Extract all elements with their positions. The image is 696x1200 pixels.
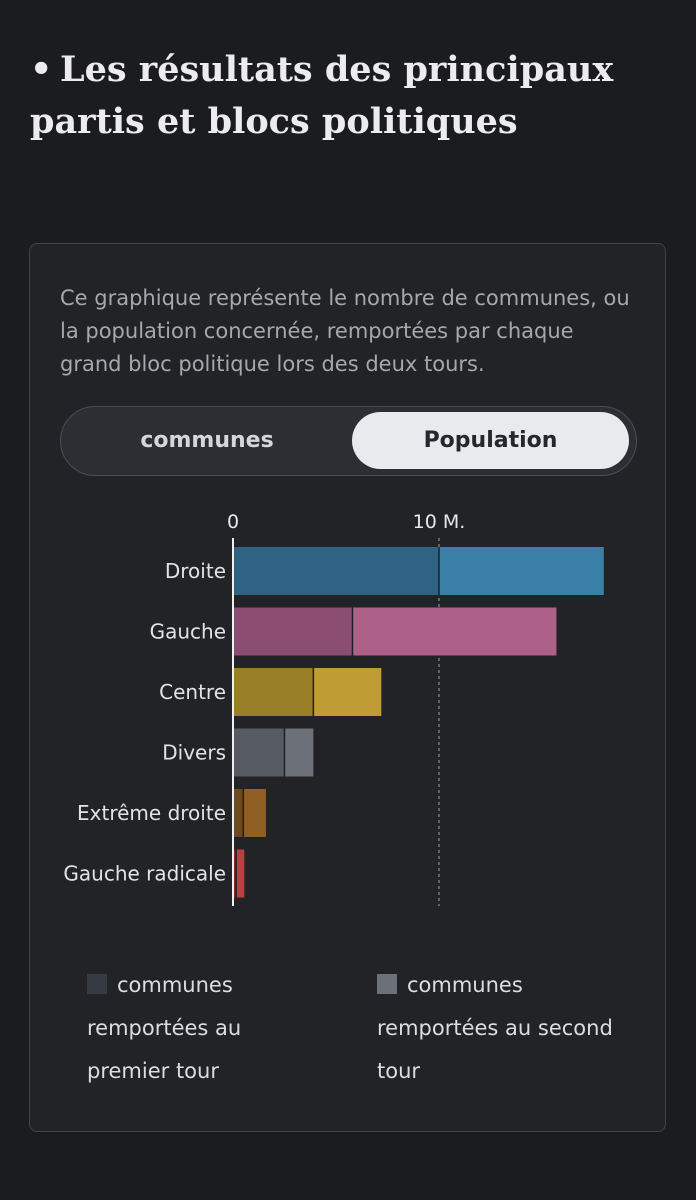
category-label: Divers bbox=[162, 741, 226, 765]
bar-first-round bbox=[233, 789, 244, 837]
legend-first-round-label: communes remportées au premier tour bbox=[87, 973, 242, 1083]
category-label: Droite bbox=[165, 559, 226, 583]
legend-first-round: communes remportées au premier tour bbox=[87, 964, 292, 1093]
toggle-communes-option[interactable]: communes bbox=[140, 428, 274, 453]
bar-second-round bbox=[284, 728, 314, 777]
bar-second-round bbox=[352, 607, 557, 656]
bar-first-round bbox=[233, 607, 353, 656]
legend-second-round: communes remportées au second tour bbox=[377, 964, 627, 1093]
legend-second-round-swatch bbox=[377, 974, 397, 994]
category-label: Gauche bbox=[150, 620, 226, 644]
toggle-population-option[interactable]: Population bbox=[352, 412, 629, 469]
legend-first-round-swatch bbox=[87, 974, 107, 994]
x-tick-label: 10 M. bbox=[413, 511, 466, 533]
x-tick-label: 0 bbox=[227, 511, 239, 533]
bar-second-round bbox=[236, 849, 245, 898]
bar-first-round bbox=[233, 547, 439, 595]
metric-toggle[interactable]: communes Population bbox=[60, 406, 637, 476]
bar-second-round bbox=[243, 789, 266, 837]
category-label: Extrême droite bbox=[77, 801, 226, 825]
bar-first-round bbox=[233, 668, 314, 716]
bar-second-round bbox=[439, 547, 604, 595]
category-label: Gauche radicale bbox=[63, 862, 226, 886]
bar-second-round bbox=[313, 668, 382, 716]
legend-second-round-label: communes remportées au second tour bbox=[377, 973, 613, 1083]
chart-description: Ce graphique représente le nombre de com… bbox=[60, 286, 630, 376]
section-heading: • Les résultats des principaux partis et … bbox=[30, 44, 670, 148]
bar-chart: 0 10 M. Droite Gauche Centre Divers Extrême dr… bbox=[63, 511, 604, 906]
bar-first-round bbox=[233, 849, 237, 898]
chart-card: Ce graphique représente le nombre de com… bbox=[29, 243, 666, 1132]
heading-title: Les résultats des principaux partis et b… bbox=[30, 49, 614, 142]
bar-first-round bbox=[233, 728, 285, 777]
category-label: Centre bbox=[159, 680, 226, 704]
bullet: • bbox=[30, 49, 53, 90]
